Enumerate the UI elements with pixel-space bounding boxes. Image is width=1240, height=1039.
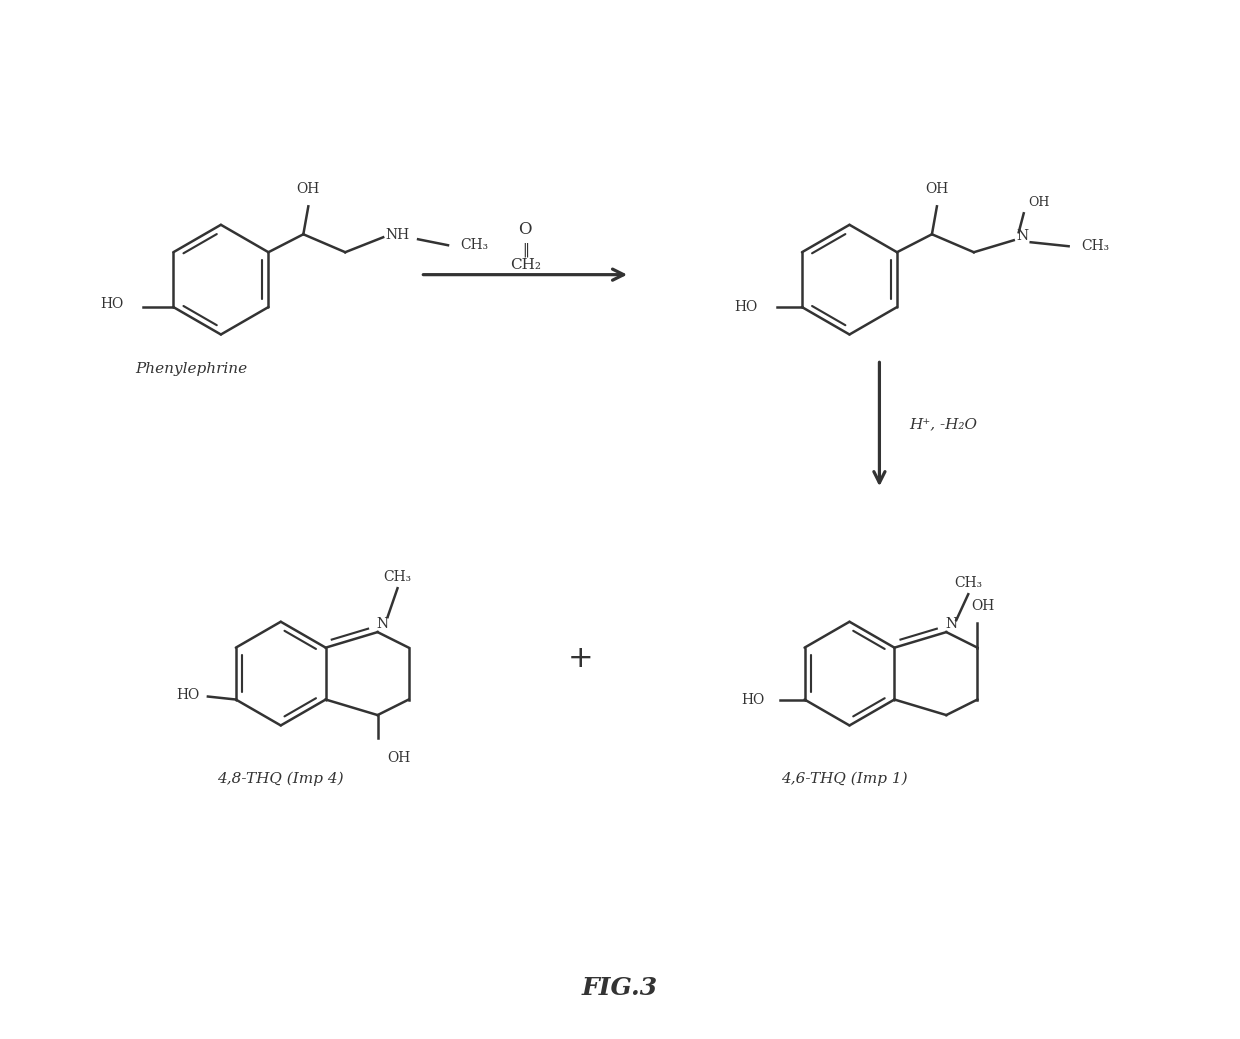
Text: N: N (377, 617, 388, 631)
Text: +: + (567, 644, 593, 673)
Text: FIG.3: FIG.3 (582, 976, 658, 1000)
Text: 4,6-THQ (Imp 1): 4,6-THQ (Imp 1) (781, 771, 908, 785)
Text: OH: OH (925, 183, 949, 196)
Text: O: O (518, 221, 532, 238)
Text: N: N (1017, 230, 1029, 243)
Text: HO: HO (742, 693, 765, 707)
Text: OH: OH (1029, 195, 1050, 209)
Text: CH₃: CH₃ (460, 238, 489, 252)
Text: OH: OH (971, 598, 994, 613)
Text: Phenylephrine: Phenylephrine (135, 363, 247, 376)
Text: CH₃: CH₃ (1081, 239, 1110, 254)
Text: N: N (945, 617, 957, 631)
Text: HO: HO (100, 297, 124, 311)
Text: CH₃: CH₃ (383, 570, 412, 584)
Text: 4,8-THQ (Imp 4): 4,8-THQ (Imp 4) (217, 771, 343, 785)
Text: ‖: ‖ (522, 242, 528, 257)
Text: OH: OH (388, 751, 410, 765)
Text: OH: OH (296, 183, 320, 196)
Text: HO: HO (176, 688, 200, 701)
Text: CH₂: CH₂ (510, 258, 541, 271)
Text: HO: HO (734, 300, 758, 314)
Text: H⁺, -H₂O: H⁺, -H₂O (909, 418, 977, 431)
Text: CH₃: CH₃ (955, 577, 982, 590)
Text: NH: NH (386, 229, 409, 242)
